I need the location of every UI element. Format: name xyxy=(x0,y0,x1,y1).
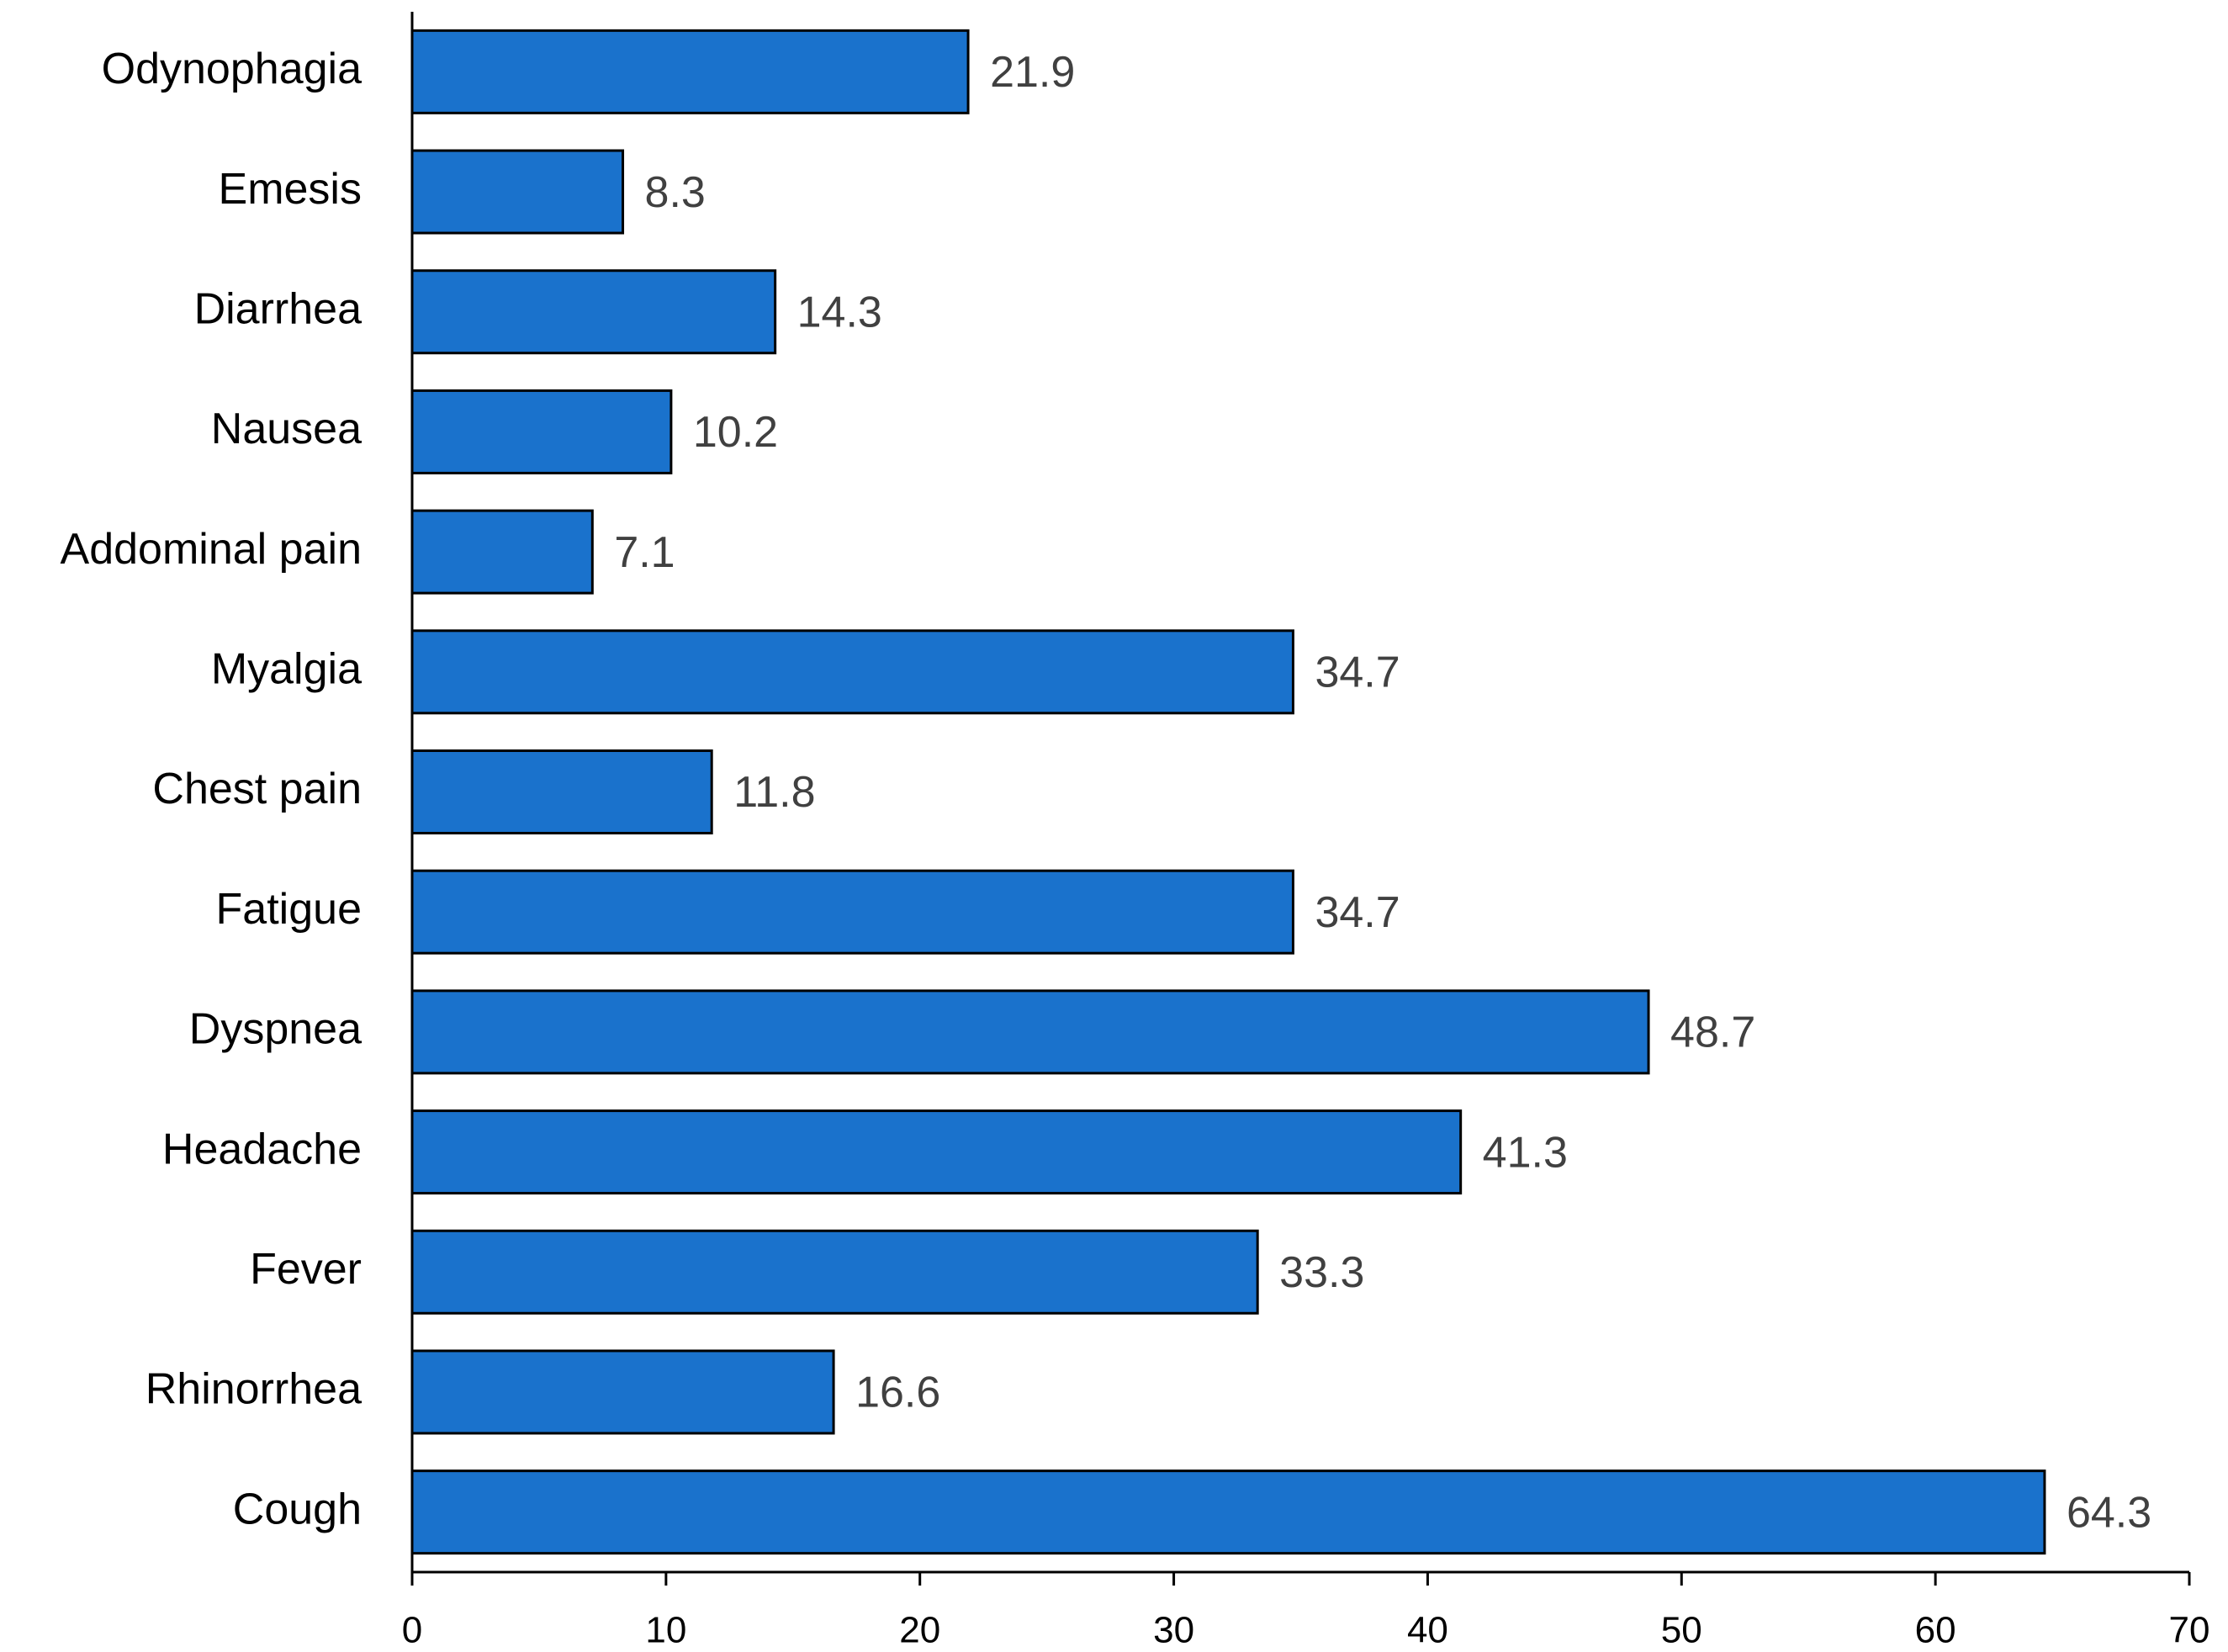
bar xyxy=(410,1229,1259,1315)
x-tick-label: 10 xyxy=(645,1610,686,1651)
y-tick-label: Emesis xyxy=(219,165,362,214)
value-label: 10.2 xyxy=(693,408,778,457)
x-tick-label: 50 xyxy=(1661,1610,1702,1651)
x-tick-label: 30 xyxy=(1153,1610,1194,1651)
bar xyxy=(410,629,1294,715)
y-tick-label: Addominal pain xyxy=(61,525,362,574)
bar xyxy=(410,389,673,474)
y-tick-label: Odynophagia xyxy=(102,45,362,93)
y-tick-label: Dyspnea xyxy=(189,1005,362,1054)
value-label: 48.7 xyxy=(1670,1009,1755,1057)
y-tick-label: Rhinorrhea xyxy=(146,1365,362,1414)
value-label: 21.9 xyxy=(990,48,1075,97)
value-label: 11.8 xyxy=(733,768,815,817)
x-tick-label: 0 xyxy=(402,1610,422,1651)
bar xyxy=(410,29,970,114)
bar xyxy=(410,509,594,595)
y-tick-label: Chest pain xyxy=(152,765,362,813)
value-label: 33.3 xyxy=(1279,1248,1364,1297)
value-label: 41.3 xyxy=(1483,1128,1568,1177)
bar xyxy=(410,749,713,834)
value-label: 34.7 xyxy=(1315,649,1400,697)
value-label: 16.6 xyxy=(855,1369,940,1417)
bar xyxy=(410,269,777,355)
value-label: 8.3 xyxy=(645,168,706,217)
x-tick-label: 20 xyxy=(899,1610,940,1651)
y-tick-label: Nausea xyxy=(211,405,362,453)
y-tick-label: Myalgia xyxy=(211,645,362,694)
x-tick-label: 40 xyxy=(1407,1610,1448,1651)
bar xyxy=(410,149,625,235)
value-label: 64.3 xyxy=(2067,1488,2151,1537)
y-tick-label: Fatigue xyxy=(216,885,362,934)
y-tick-label: Headache xyxy=(162,1125,362,1173)
bar xyxy=(410,1349,835,1435)
y-tick-label: Diarrhea xyxy=(194,284,362,333)
value-label: 34.7 xyxy=(1315,888,1400,937)
value-label: 14.3 xyxy=(797,288,882,336)
bar xyxy=(410,989,1650,1075)
value-label: 7.1 xyxy=(614,528,675,577)
bar xyxy=(410,1469,2046,1555)
bar xyxy=(410,1109,1463,1195)
bar xyxy=(410,869,1294,955)
x-tick-label: 70 xyxy=(2169,1610,2210,1651)
x-tick-label: 60 xyxy=(1915,1610,1956,1651)
y-tick-label: Fever xyxy=(250,1245,362,1294)
y-tick-label: Cough xyxy=(233,1485,362,1533)
